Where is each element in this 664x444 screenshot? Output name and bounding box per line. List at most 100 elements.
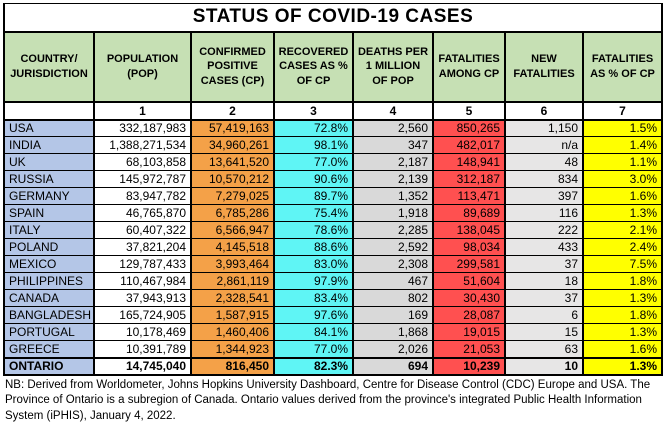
column-number-0: [3, 101, 95, 121]
country-cell: BANGLADESH: [3, 306, 95, 324]
value-cell: 46,765,870: [93, 204, 192, 222]
value-cell: 2,026: [352, 340, 434, 358]
value-cell: 1.3%: [582, 323, 663, 341]
value-cell: 1,344,923: [190, 340, 275, 358]
value-cell: 34,960,261: [190, 136, 275, 154]
country-cell: PHILIPPINES: [3, 272, 95, 290]
value-cell: 222: [504, 221, 584, 239]
value-cell: 816,450: [190, 356, 275, 376]
value-cell: 2,560: [352, 119, 434, 137]
table-row-poland: POLAND 37,821,204 4,145,518 88.6% 2,592 98,03…: [3, 238, 663, 256]
value-cell: 77.0%: [273, 153, 354, 171]
value-cell: 1.4%: [582, 136, 663, 154]
value-cell: 60,407,322: [93, 221, 192, 239]
table-row-greece: GREECE 10,391,789 1,344,923 77.0% 2,026 21,05…: [3, 340, 663, 358]
value-cell: 148,941: [432, 153, 506, 171]
value-cell: 145,972,787: [93, 170, 192, 188]
value-cell: 1.8%: [582, 306, 663, 324]
title-row: STATUS OF COVID-19 CASES: [3, 3, 663, 32]
value-cell: 433: [504, 238, 584, 256]
value-cell: 83,947,782: [93, 187, 192, 205]
value-cell: 7.5%: [582, 255, 663, 273]
value-cell: 63: [504, 340, 584, 358]
value-cell: 2.4%: [582, 238, 663, 256]
value-cell: 57,419,163: [190, 119, 275, 137]
value-cell: 4,145,518: [190, 238, 275, 256]
value-cell: 1,150: [504, 119, 584, 137]
value-cell: 2,285: [352, 221, 434, 239]
value-cell: 482,017: [432, 136, 506, 154]
value-cell: 1.6%: [582, 340, 663, 358]
value-cell: 84.1%: [273, 323, 354, 341]
value-cell: 10,570,212: [190, 170, 275, 188]
value-cell: 51,604: [432, 272, 506, 290]
value-cell: 1.3%: [582, 289, 663, 307]
value-cell: 14,745,040: [93, 356, 192, 376]
table-row-ontario: ONTARIO 14,745,040 816,450 82.3% 694 10,239 10…: [3, 356, 663, 376]
value-cell: 165,724,905: [93, 306, 192, 324]
value-cell: 37,943,913: [93, 289, 192, 307]
table-row-canada: CANADA 37,943,913 2,328,541 83.4% 802 30,430 3…: [3, 289, 663, 307]
value-cell: 1.6%: [582, 187, 663, 205]
table-row-russia: RUSSIA 145,972,787 10,570,212 90.6% 2,139 312…: [3, 170, 663, 188]
value-cell: 1,868: [352, 323, 434, 341]
country-cell: SPAIN: [3, 204, 95, 222]
value-cell: 312,187: [432, 170, 506, 188]
table-row-bangladesh: BANGLADESH 165,724,905 1,587,915 97.6% 169 28…: [3, 306, 663, 324]
value-cell: 28,087: [432, 306, 506, 324]
value-cell: 1.3%: [582, 204, 663, 222]
value-cell: 13,641,520: [190, 153, 275, 171]
table-title: STATUS OF COVID-19 CASES: [3, 3, 663, 32]
value-cell: 37: [504, 255, 584, 273]
value-cell: 75.4%: [273, 204, 354, 222]
value-cell: 467: [352, 272, 434, 290]
value-cell: 89.7%: [273, 187, 354, 205]
value-cell: 1,460,406: [190, 323, 275, 341]
value-cell: 1,587,915: [190, 306, 275, 324]
value-cell: 6,566,947: [190, 221, 275, 239]
value-cell: 113,471: [432, 187, 506, 205]
value-cell: 10,391,789: [93, 340, 192, 358]
country-cell: GREECE: [3, 340, 95, 358]
value-cell: 2,308: [352, 255, 434, 273]
value-cell: 1.5%: [582, 119, 663, 137]
source-note: NB: Derived from Worldometer, Johns Hopk…: [5, 378, 651, 422]
column-header-7: FATALITIES AS % OF CP: [582, 30, 663, 103]
value-cell: 10,239: [432, 356, 506, 376]
table-body: USA 332,187,983 57,419,163 72.8% 2,560 850,26…: [3, 119, 663, 376]
value-cell: 37: [504, 289, 584, 307]
value-cell: 3.0%: [582, 170, 663, 188]
value-cell: 21,053: [432, 340, 506, 358]
table-row-portugal: PORTUGAL 10,178,469 1,460,406 84.1% 1,868 19,…: [3, 323, 663, 341]
value-cell: 83.4%: [273, 289, 354, 307]
value-cell: n/a: [504, 136, 584, 154]
value-cell: 98,034: [432, 238, 506, 256]
country-cell: RUSSIA: [3, 170, 95, 188]
value-cell: 2,187: [352, 153, 434, 171]
value-cell: 83.0%: [273, 255, 354, 273]
column-header-row: COUNTRY/ JURISDICTION POPULATION (POP) CON…: [3, 30, 663, 103]
value-cell: 19,015: [432, 323, 506, 341]
column-number-6: 6: [504, 101, 584, 121]
value-cell: 30,430: [432, 289, 506, 307]
column-number-5: 5: [432, 101, 506, 121]
value-cell: 169: [352, 306, 434, 324]
country-cell: INDIA: [3, 136, 95, 154]
value-cell: 15: [504, 323, 584, 341]
column-header-2: CONFIRMED POSITIVE CASES (CP): [190, 30, 275, 103]
value-cell: 72.8%: [273, 119, 354, 137]
value-cell: 110,467,984: [93, 272, 192, 290]
column-number-1: 1: [93, 101, 192, 121]
value-cell: 2,861,119: [190, 272, 275, 290]
value-cell: 397: [504, 187, 584, 205]
country-cell: ONTARIO: [3, 356, 95, 376]
table-row-philippines: PHILIPPINES 110,467,984 2,861,119 97.9% 467 5…: [3, 272, 663, 290]
column-header-1: POPULATION (POP): [93, 30, 192, 103]
country-cell: CANADA: [3, 289, 95, 307]
column-header-0: COUNTRY/ JURISDICTION: [3, 30, 95, 103]
column-header-5: FATALITIES AMONG CP: [432, 30, 506, 103]
value-cell: 332,187,983: [93, 119, 192, 137]
country-cell: PORTUGAL: [3, 323, 95, 341]
value-cell: 48: [504, 153, 584, 171]
value-cell: 18: [504, 272, 584, 290]
